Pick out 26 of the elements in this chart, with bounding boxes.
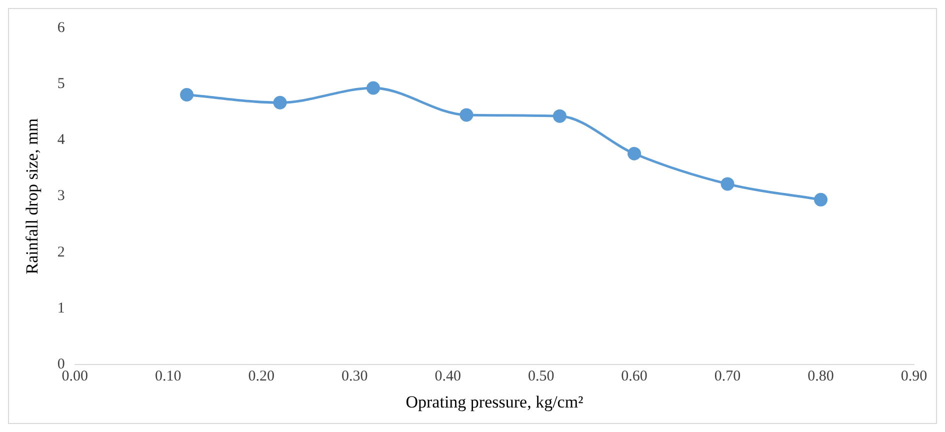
x-tick-label: 0.20 [248, 368, 274, 385]
point [273, 96, 287, 110]
x-tick-label: 0.00 [62, 368, 88, 385]
x-tick-label: 0.50 [528, 368, 554, 385]
x-tick-label: 0.60 [621, 368, 648, 385]
x-tick-label: 0.40 [434, 368, 461, 385]
y-tick-label: 6 [57, 20, 66, 36]
y-tick-label: 5 [57, 76, 65, 92]
y-tick-label: 3 [57, 188, 65, 204]
x-tick-label: 0.90 [900, 368, 928, 385]
point [720, 177, 734, 191]
x-tick-label: 0.70 [714, 368, 741, 385]
point [180, 88, 194, 102]
point [552, 109, 566, 123]
point [366, 81, 380, 95]
x-tick-label: 0.30 [341, 368, 368, 385]
y-tick-label: 4 [57, 132, 66, 148]
y-tick-label: 2 [57, 244, 65, 260]
point [460, 108, 474, 122]
x-tick-label: 0.80 [808, 368, 834, 385]
x-axis-title: Oprating pressure, kg/cm² [406, 392, 584, 412]
point [814, 192, 828, 206]
point [628, 146, 642, 160]
y-tick-label: 1 [57, 300, 65, 316]
y-axis-title: Rainfall drop size, mm [22, 118, 42, 274]
x-tick-label: 0.10 [155, 368, 182, 385]
